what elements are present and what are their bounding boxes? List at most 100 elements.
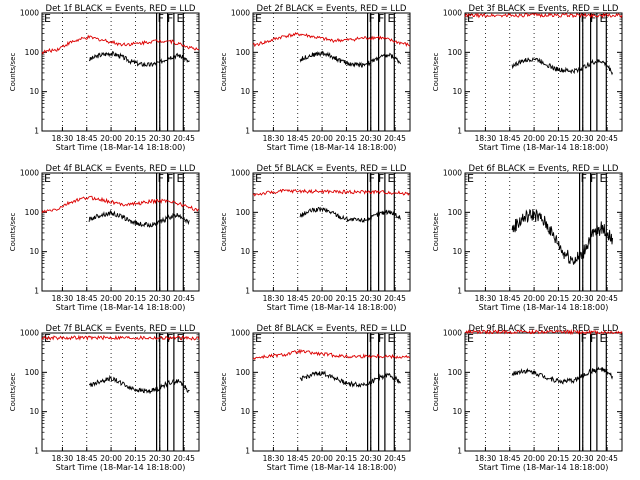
x-tick-label: 20:30	[149, 294, 171, 303]
flag-label-e: E	[467, 12, 474, 25]
plot-frame	[41, 332, 200, 452]
chart-title: Det 6f BLACK = Events, RED = LLD	[469, 164, 619, 174]
y-tick-label: 100	[448, 48, 463, 57]
y-tick-label: 1000	[20, 169, 39, 178]
chart-title: Det 3f BLACK = Events, RED = LLD	[469, 4, 619, 14]
x-axis-label: Start Time (18-Mar-14 18:18:00)	[479, 143, 609, 152]
flag-label-e: E	[44, 12, 51, 25]
y-tick-label: 1000	[443, 9, 462, 18]
x-tick-label: 20:00	[311, 134, 333, 143]
x-tick-label: 18:45	[76, 454, 98, 463]
y-tick-label: 10	[240, 87, 250, 96]
flag-label-e: E	[467, 332, 474, 345]
series-events-line	[299, 50, 402, 68]
plot-frame	[252, 332, 411, 452]
y-tick-label: 100	[448, 208, 463, 217]
series-events-line	[511, 57, 614, 76]
flag-label-f: F	[158, 332, 164, 345]
flag-label-e: E	[599, 332, 606, 345]
x-tick-label: 20:00	[311, 294, 333, 303]
flag-label-e: E	[176, 172, 183, 185]
x-tick-label: 18:30	[475, 294, 497, 303]
series-events-line	[299, 206, 402, 223]
flag-label-f: F	[158, 172, 164, 185]
x-tick-label: 20:00	[311, 454, 333, 463]
y-tick-label: 10	[240, 407, 250, 416]
flag-label-f: F	[581, 172, 587, 185]
y-tick-label: 1000	[231, 169, 250, 178]
y-tick-label: 100	[236, 48, 251, 57]
x-tick-label: 20:30	[149, 454, 171, 463]
flag-label-e: E	[255, 172, 262, 185]
x-tick-label: 20:30	[572, 134, 594, 143]
x-axis-label: Start Time (18-Mar-14 18:18:00)	[479, 463, 609, 472]
x-tick-label: 20:45	[384, 454, 406, 463]
x-tick-label: 20:00	[523, 294, 545, 303]
flag-label-e: E	[255, 332, 262, 345]
flag-label-f: F	[378, 12, 384, 25]
series-events-line	[89, 374, 190, 394]
y-tick-label: 10	[452, 247, 462, 256]
y-axis-label: Counts/sec	[432, 373, 440, 412]
x-axis-label: Start Time (18-Mar-14 18:18:00)	[267, 143, 397, 152]
x-axis-label: Start Time (18-Mar-14 18:18:00)	[56, 143, 186, 152]
y-axis-label: Counts/sec	[432, 213, 440, 252]
flag-label-f: F	[167, 12, 173, 25]
y-tick-label: 100	[236, 208, 251, 217]
x-tick-label: 20:00	[100, 294, 122, 303]
flag-label-f: F	[378, 332, 384, 345]
x-tick-label: 18:45	[76, 294, 98, 303]
flag-label-f: F	[590, 12, 596, 25]
flag-label-f: F	[590, 332, 596, 345]
x-tick-label: 20:30	[360, 134, 382, 143]
x-axis-label: Start Time (18-Mar-14 18:18:00)	[56, 303, 186, 312]
x-tick-label: 18:30	[475, 454, 497, 463]
x-tick-label: 20:30	[360, 454, 382, 463]
x-tick-label: 20:15	[336, 454, 358, 463]
plot-frame	[464, 332, 623, 452]
x-axis-label: Start Time (18-Mar-14 18:18:00)	[479, 303, 609, 312]
x-tick-label: 20:15	[125, 454, 147, 463]
plot-frame	[464, 172, 623, 292]
y-tick-label: 1000	[443, 169, 462, 178]
flag-label-f: F	[158, 12, 164, 25]
y-tick-label: 100	[25, 208, 40, 217]
series-lld-line	[464, 328, 623, 336]
chart-title: Det 9f BLACK = Events, RED = LLD	[469, 324, 619, 334]
y-tick-label: 1000	[231, 329, 250, 338]
x-tick-label: 18:30	[52, 134, 74, 143]
flag-label-f: F	[590, 172, 596, 185]
x-tick-label: 20:45	[596, 134, 618, 143]
series-events-line	[511, 366, 614, 385]
series-lld-line	[252, 188, 411, 197]
x-tick-label: 20:00	[523, 134, 545, 143]
flag-label-f: F	[369, 172, 375, 185]
series-events-line	[299, 370, 401, 388]
flag-label-e: E	[44, 172, 51, 185]
detector-panel-7: Det 7f BLACK = Events, RED = LLD 1 10 100 10…	[9, 324, 200, 472]
detector-panel-6: Det 6f BLACK = Events, RED = LLD 1 10 100 10…	[432, 164, 623, 312]
chart-title: Det 4f BLACK = Events, RED = LLD	[46, 164, 196, 174]
series-lld-line	[41, 195, 200, 214]
x-tick-label: 20:15	[336, 134, 358, 143]
chart-title: Det 8f BLACK = Events, RED = LLD	[257, 324, 407, 334]
flag-label-e: E	[255, 12, 262, 25]
x-tick-label: 20:45	[384, 134, 406, 143]
x-tick-label: 20:30	[149, 134, 171, 143]
y-tick-label: 1	[245, 287, 250, 296]
y-axis-label: Counts/sec	[220, 53, 228, 92]
y-tick-label: 1000	[443, 329, 462, 338]
detector-panel-9: Det 9f BLACK = Events, RED = LLD 1 10 100 10…	[432, 324, 623, 472]
y-axis-label: Counts/sec	[9, 213, 17, 252]
x-tick-label: 18:30	[263, 294, 285, 303]
chart-title: Det 2f BLACK = Events, RED = LLD	[257, 4, 407, 14]
series-lld-line	[252, 32, 411, 48]
y-tick-label: 1	[457, 287, 462, 296]
detector-panel-8: Det 8f BLACK = Events, RED = LLD 1 10 100 10…	[220, 324, 411, 472]
series-lld-line	[464, 12, 623, 19]
y-tick-label: 10	[29, 407, 39, 416]
x-tick-label: 20:15	[125, 294, 147, 303]
y-tick-label: 10	[452, 87, 462, 96]
y-tick-label: 1	[457, 447, 462, 456]
x-tick-label: 20:45	[384, 294, 406, 303]
